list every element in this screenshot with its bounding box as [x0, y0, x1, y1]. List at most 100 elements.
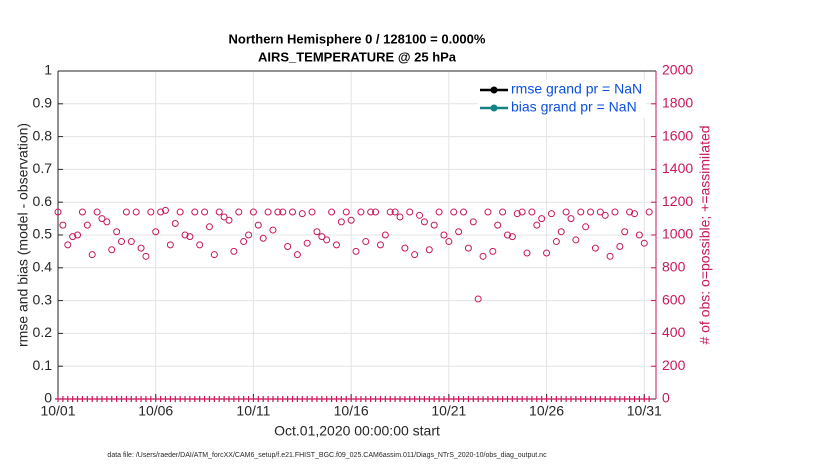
y2-tick-label: 0 [662, 390, 670, 406]
obs-possible [616, 242, 624, 250]
obs-possible [499, 208, 507, 216]
obs-possible [596, 208, 604, 216]
obs-possible [59, 221, 67, 229]
obs-possible [552, 238, 560, 246]
obs-possible [430, 221, 438, 229]
obs-possible [293, 251, 301, 259]
obs-possible [538, 215, 546, 223]
obs-possible [367, 208, 375, 216]
obs-possible [328, 208, 336, 216]
x-tick-label: 10/21 [431, 403, 466, 419]
obs-possible [108, 246, 116, 254]
obs-possible [381, 231, 389, 239]
obs-possible [205, 223, 213, 231]
obs-possible [347, 216, 355, 224]
obs-possible [313, 228, 321, 236]
legend-label: rmse grand pr = NaN [511, 81, 642, 97]
y-tick-label: 0.3 [33, 291, 53, 307]
obs-possible [406, 208, 414, 216]
obs-possible [132, 208, 140, 216]
obs-possible [196, 241, 204, 249]
obs-possible [464, 244, 472, 252]
y-tick-label: 0.5 [33, 226, 53, 242]
x-tick-label: 10/31 [627, 403, 662, 419]
obs-possible [611, 208, 619, 216]
obs-possible [508, 233, 516, 241]
obs-possible [245, 231, 253, 239]
obs-possible [284, 242, 292, 250]
obs-possible [587, 208, 595, 216]
obs-possible [372, 208, 380, 216]
obs-possible [352, 247, 360, 255]
obs-possible [69, 233, 77, 241]
y2-tick-label: 1000 [662, 226, 693, 242]
obs-possible [230, 247, 238, 255]
obs-possible [323, 236, 331, 244]
obs-possible [489, 247, 497, 255]
obs-possible [74, 231, 82, 239]
obs-possible [533, 221, 541, 229]
y2-tick-label: 2000 [662, 62, 693, 78]
obs-possible [425, 246, 433, 254]
obs-possible [269, 226, 277, 234]
obs-possible [171, 220, 179, 228]
obs-possible [645, 208, 653, 216]
obs-possible [240, 238, 248, 246]
obs-possible [543, 249, 551, 257]
y-tick-label: 0 [44, 390, 52, 406]
obs-possible [640, 239, 648, 247]
obs-possible [631, 210, 639, 218]
x-tick-label: 10/01 [40, 403, 75, 419]
y2-tick-label: 1600 [662, 127, 693, 143]
legend-label: bias grand pr = NaN [511, 99, 637, 115]
obs-possible [479, 252, 487, 260]
obs-possible [220, 213, 228, 221]
obs-possible [450, 208, 458, 216]
y2-axis-label: # of obs: o=possible; +=assimilated [697, 125, 713, 344]
x-tick-label: 10/06 [138, 403, 173, 419]
y2-tick-label: 400 [662, 324, 686, 340]
x-tick-label: 10/26 [529, 403, 564, 419]
obs-possible [562, 208, 570, 216]
obs-possible [289, 208, 297, 216]
obs-possible [523, 249, 531, 257]
legend-box [478, 80, 646, 118]
obs-possible [577, 208, 585, 216]
obs-possible [440, 231, 448, 239]
obs-possible [416, 211, 424, 219]
obs-possible [176, 208, 184, 216]
legend-marker [490, 86, 498, 94]
obs-possible [118, 238, 126, 246]
obs-possible [396, 213, 404, 221]
obs-possible [455, 228, 463, 236]
obs-possible [166, 241, 174, 249]
obs-possible [98, 215, 106, 223]
obs-possible [635, 231, 643, 239]
y-tick-label: 0.7 [33, 160, 53, 176]
x-tick-label: 10/11 [236, 403, 270, 419]
obs-possible [225, 216, 233, 224]
y-tick-label: 0.9 [33, 95, 53, 111]
obs-possible [557, 228, 565, 236]
obs-possible [254, 221, 262, 229]
obs-possible [54, 208, 62, 216]
y-tick-label: 0.6 [33, 193, 53, 209]
legend-marker [490, 104, 498, 112]
obs-possible [274, 208, 282, 216]
obs-possible [147, 208, 155, 216]
y2-tick-label: 800 [662, 259, 686, 275]
obs-possible [78, 208, 86, 216]
obs-possible [83, 221, 91, 229]
y2-tick-label: 600 [662, 291, 686, 307]
obs-possible [93, 208, 101, 216]
obs-possible [259, 234, 267, 242]
obs-possible [264, 208, 272, 216]
obs-possible [376, 241, 384, 249]
obs-possible [401, 244, 409, 252]
obs-possible [572, 236, 580, 244]
footnote: data file: /Users/raeder/DAI/ATM_forcXX/… [107, 452, 547, 459]
y-tick-label: 0.4 [33, 259, 53, 275]
obs-possible [469, 218, 477, 226]
obs-possible [88, 251, 96, 259]
y2-tick-label: 1200 [662, 193, 693, 209]
